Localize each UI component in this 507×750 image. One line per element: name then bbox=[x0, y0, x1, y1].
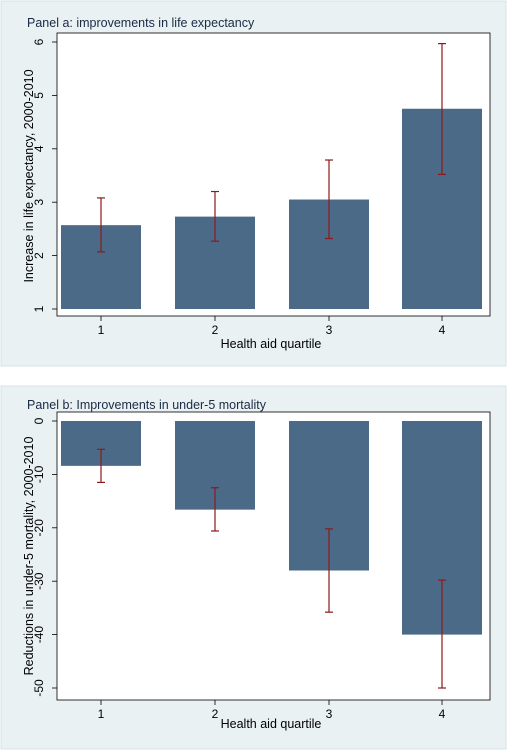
panel-b-error-bars bbox=[97, 448, 446, 689]
panel-b-y-tick-label: -30 bbox=[32, 572, 46, 590]
panel-a-x-axis: 1 2 3 4 bbox=[98, 316, 446, 337]
panel-b-title: Panel b: Improvements in under-5 mortali… bbox=[27, 398, 267, 412]
panel-a-y-tick-label: 4 bbox=[32, 145, 46, 152]
panel-b-error-bar-3 bbox=[325, 528, 333, 613]
panel-a-error-bars bbox=[97, 43, 446, 253]
panel-a-y-tick-label: 2 bbox=[32, 252, 46, 259]
panel-b-y-tick-label: -40 bbox=[32, 626, 46, 644]
panel-a-error-bar-4 bbox=[438, 43, 446, 176]
panel-a: Panel a: improvements in life expectancy… bbox=[0, 0, 507, 367]
panel-a-x-tick-label: 4 bbox=[439, 323, 446, 337]
panel-b-y-tick-label: -10 bbox=[32, 465, 46, 483]
panel-a-error-bar-1 bbox=[97, 197, 105, 253]
panel-b-y-tick-label: -50 bbox=[32, 679, 46, 697]
panel-a-bars bbox=[61, 108, 482, 309]
panel-b-x-axis: 1 2 3 4 bbox=[98, 700, 446, 721]
panel-a-y-tick-label: 5 bbox=[32, 92, 46, 99]
panel-b-y-axis: 0 -10 -20 -30 -40 -50 bbox=[32, 417, 57, 697]
panel-a-y-axis-title: Increase in life expectancy, 2000-2010 bbox=[22, 69, 36, 282]
panel-b-x-tick-label: 2 bbox=[212, 707, 219, 721]
panel-a-y-axis: 1 2 3 4 5 6 bbox=[32, 38, 57, 312]
panel-b-x-axis-title: Health aid quartile bbox=[221, 717, 322, 731]
panel-a-error-bar-3 bbox=[325, 159, 333, 240]
panel-b-x-tick-label: 3 bbox=[326, 707, 333, 721]
panel-a-title: Panel a: improvements in life expectancy bbox=[27, 16, 255, 30]
panel-a-x-axis-title: Health aid quartile bbox=[221, 337, 322, 351]
panel-b-x-tick-label: 1 bbox=[98, 707, 105, 721]
panel-a-x-tick-label: 2 bbox=[212, 323, 219, 337]
panel-a-y-tick-label: 3 bbox=[32, 199, 46, 206]
panel-a-x-tick-label: 3 bbox=[326, 323, 333, 337]
panel-b-x-tick-label: 4 bbox=[439, 707, 446, 721]
panel-a-error-bar-2 bbox=[211, 190, 219, 242]
panel-a-x-tick-label: 1 bbox=[98, 323, 105, 337]
panel-b: Panel b: Improvements in under-5 mortali… bbox=[0, 385, 507, 750]
panel-b-error-bar-1 bbox=[97, 448, 105, 484]
panel-b-error-bar-2 bbox=[211, 487, 219, 532]
panel-b-y-tick-label: 0 bbox=[32, 417, 46, 424]
panel-b-y-tick-label: -20 bbox=[32, 519, 46, 537]
panel-b-error-bar-4 bbox=[438, 579, 446, 689]
panel-a-y-tick-label: 6 bbox=[32, 38, 46, 45]
panel-a-y-tick-label: 1 bbox=[32, 305, 46, 312]
panel-b-y-axis-title: Reductions in under-5 mortality, 2000-20… bbox=[22, 437, 36, 676]
